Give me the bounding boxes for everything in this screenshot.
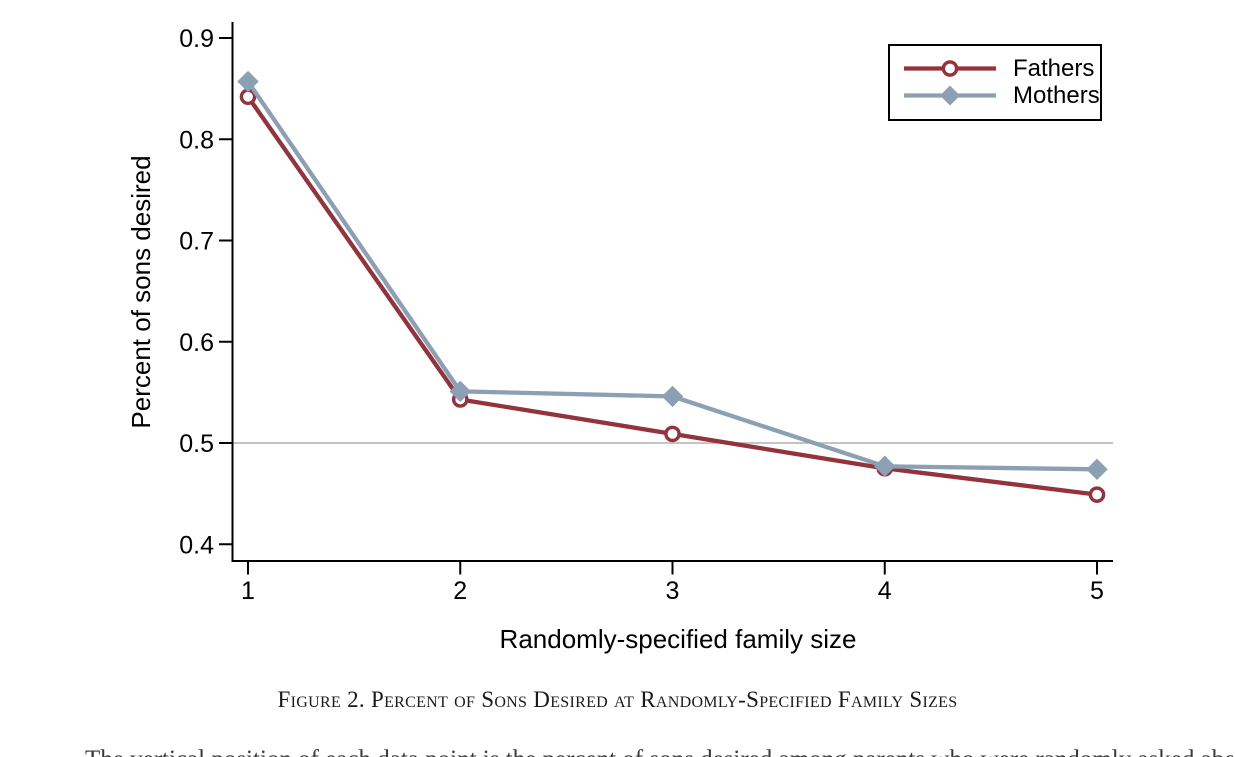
marker-mothers-x5 bbox=[1086, 458, 1108, 481]
legend-item-mothers: Mothers bbox=[890, 82, 1100, 109]
x-tick-label-5: 5 bbox=[1090, 577, 1104, 605]
y-tick-label-0.7: 0.7 bbox=[179, 228, 214, 256]
legend-label-fathers: Fathers bbox=[1013, 55, 1095, 82]
legend: Fathers Mothers bbox=[888, 44, 1102, 121]
x-tick-label-3: 3 bbox=[666, 577, 680, 605]
marker-mothers-x2 bbox=[449, 380, 471, 403]
x-axis-title: Randomly-specified family size bbox=[500, 624, 857, 654]
y-tick-label-0.9: 0.9 bbox=[179, 25, 214, 53]
y-tick-label-0.4: 0.4 bbox=[179, 531, 214, 559]
body-text-clipped: The vertical position of each data point… bbox=[85, 745, 1233, 757]
mothers-line-marker-icon bbox=[904, 85, 996, 106]
marker-fathers-x5 bbox=[1088, 486, 1106, 503]
legend-label-mothers: Mothers bbox=[1013, 82, 1100, 109]
x-tick-label-2: 2 bbox=[453, 577, 467, 605]
y-tick-label-0.8: 0.8 bbox=[179, 126, 214, 154]
figure-caption: Figure 2. Percent of Sons Desired at Ran… bbox=[277, 687, 958, 712]
x-tick-label-4: 4 bbox=[878, 577, 892, 605]
legend-item-fathers: Fathers bbox=[890, 55, 1100, 82]
marker-mothers-x4 bbox=[874, 455, 896, 477]
body-text-clipped-line: The vertical position of each data point… bbox=[85, 745, 1233, 757]
y-tick-label-0.5: 0.5 bbox=[179, 430, 214, 458]
fathers-line-marker-icon bbox=[904, 60, 996, 77]
marker-fathers-x3 bbox=[664, 425, 681, 443]
marker-mothers-x1 bbox=[237, 70, 259, 93]
x-tick-label-1: 1 bbox=[241, 577, 255, 605]
marker-mothers-x3 bbox=[661, 385, 684, 408]
y-axis-title: Percent of sons desired bbox=[126, 155, 156, 428]
y-tick-label-0.6: 0.6 bbox=[179, 329, 214, 357]
